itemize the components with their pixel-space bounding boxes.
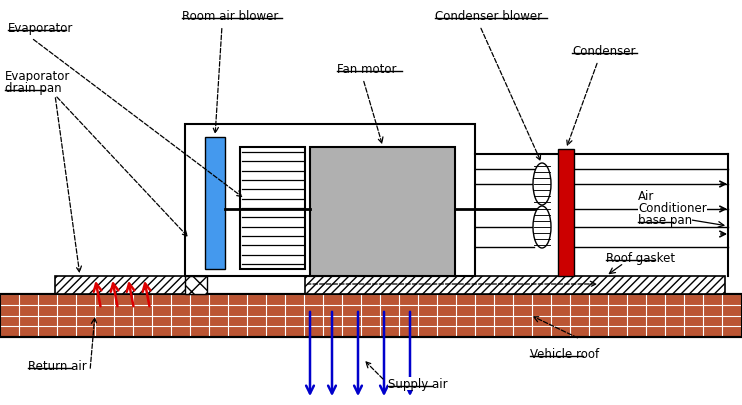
Text: Supply air: Supply air (388, 377, 447, 390)
Text: Evaporator: Evaporator (5, 70, 70, 83)
Bar (205, 138, 225, 269)
Text: Vehicle roof: Vehicle roof (530, 347, 599, 360)
Text: Evaporator: Evaporator (8, 22, 73, 35)
Bar (0, 294, 742, 337)
Text: Return air: Return air (28, 359, 87, 372)
Bar (310, 148, 455, 276)
Text: Roof gasket: Roof gasket (606, 252, 675, 264)
Bar (558, 149, 574, 276)
Ellipse shape (533, 207, 551, 248)
Text: Fan motor: Fan motor (337, 63, 396, 76)
Bar (185, 276, 207, 294)
Bar (240, 148, 305, 269)
Bar (185, 125, 475, 276)
Text: Room air blower: Room air blower (182, 10, 278, 23)
Text: Condenser: Condenser (572, 45, 635, 58)
Text: Air: Air (638, 190, 654, 202)
Text: Conditioner: Conditioner (638, 202, 706, 215)
Bar (0, 294, 742, 337)
Text: drain pan: drain pan (5, 82, 62, 95)
Text: Condenser blower: Condenser blower (435, 10, 542, 23)
Text: base pan: base pan (638, 213, 692, 226)
Bar (305, 276, 725, 294)
Ellipse shape (533, 164, 551, 205)
Bar (55, 276, 200, 294)
